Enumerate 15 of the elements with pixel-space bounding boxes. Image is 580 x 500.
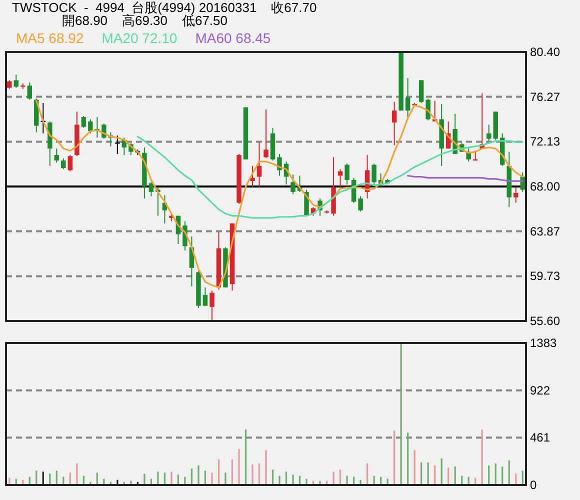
y-tick-label: 76.27 — [530, 90, 560, 104]
chart-title: TWSTOCK - 4994 台股(4994) 20160331 收67.70 — [12, 0, 317, 15]
y-tick-label: 72.13 — [530, 134, 560, 149]
y-tick-label: 461 — [530, 430, 550, 445]
y-tick-label: 80.40 — [530, 45, 560, 59]
y-tick-label: 68.00 — [530, 180, 560, 194]
y-tick-label: 1383 — [530, 336, 558, 350]
y-tick-label: 0 — [530, 478, 537, 492]
y-tick-label: 63.87 — [530, 224, 560, 238]
legend: MA5 68.92 MA20 72.10 MA60 68.45 — [16, 30, 271, 46]
line-series — [136, 136, 524, 219]
line-series — [36, 100, 524, 288]
y-tick-label: 59.73 — [530, 269, 560, 284]
y-tick-label: 55.60 — [530, 314, 560, 328]
y-tick-label: 922 — [530, 383, 550, 398]
